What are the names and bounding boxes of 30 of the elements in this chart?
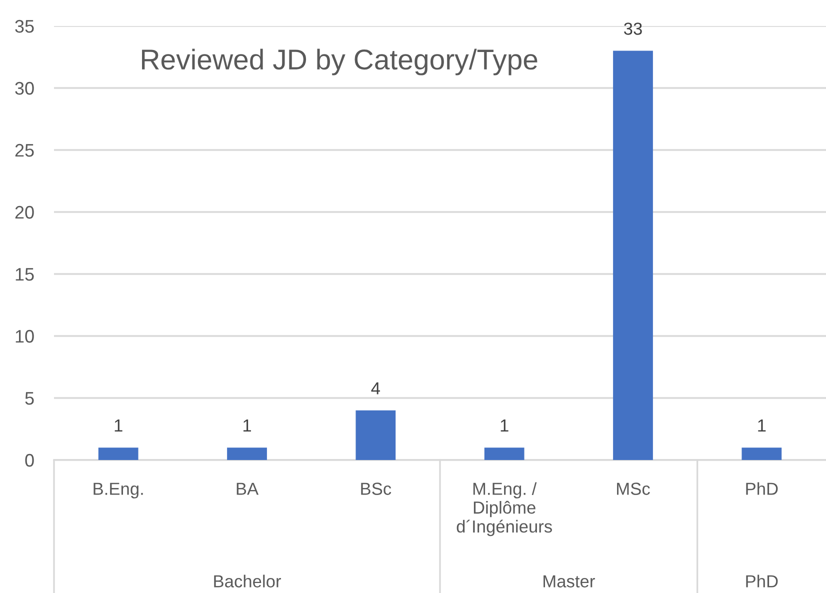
y-tick-label: 10 bbox=[16, 330, 34, 343]
y-tick-label: 5 bbox=[25, 392, 34, 405]
data-label: 4 bbox=[371, 382, 380, 394]
y-tick-label: 0 bbox=[25, 454, 34, 467]
data-label: 1 bbox=[758, 420, 766, 432]
text: Bachelor bbox=[214, 574, 281, 588]
text: PhD bbox=[746, 574, 778, 588]
data-label: 1 bbox=[114, 420, 122, 432]
y-tick-label: 35 bbox=[15, 20, 34, 33]
bar bbox=[613, 50, 653, 460]
x-tick-label: PhD bbox=[746, 482, 778, 495]
text: Master bbox=[544, 575, 595, 588]
text: Reviewed JD by Category/Type bbox=[142, 48, 538, 76]
x-tick-label: M.Eng. / Diplôme d´Ingénieurs bbox=[456, 482, 552, 536]
y-tick-label: 20 bbox=[15, 206, 34, 219]
x-tick-label: MSc bbox=[617, 482, 650, 495]
y-tick-label: 25 bbox=[15, 144, 34, 157]
data-label: 33 bbox=[624, 22, 642, 35]
x-tick-label: B.Eng. bbox=[94, 482, 143, 498]
y-tick-label: 15 bbox=[16, 268, 34, 281]
x-tick-label: BSc bbox=[361, 482, 392, 495]
data-label: 1 bbox=[243, 420, 251, 432]
y-tick-label: 30 bbox=[15, 82, 34, 95]
x-tick-label: BA bbox=[236, 482, 259, 495]
data-label: 1 bbox=[500, 420, 508, 432]
bar bbox=[356, 410, 396, 460]
bar bbox=[484, 448, 524, 460]
bar bbox=[742, 448, 782, 460]
bar bbox=[227, 448, 267, 460]
bar bbox=[98, 448, 138, 460]
